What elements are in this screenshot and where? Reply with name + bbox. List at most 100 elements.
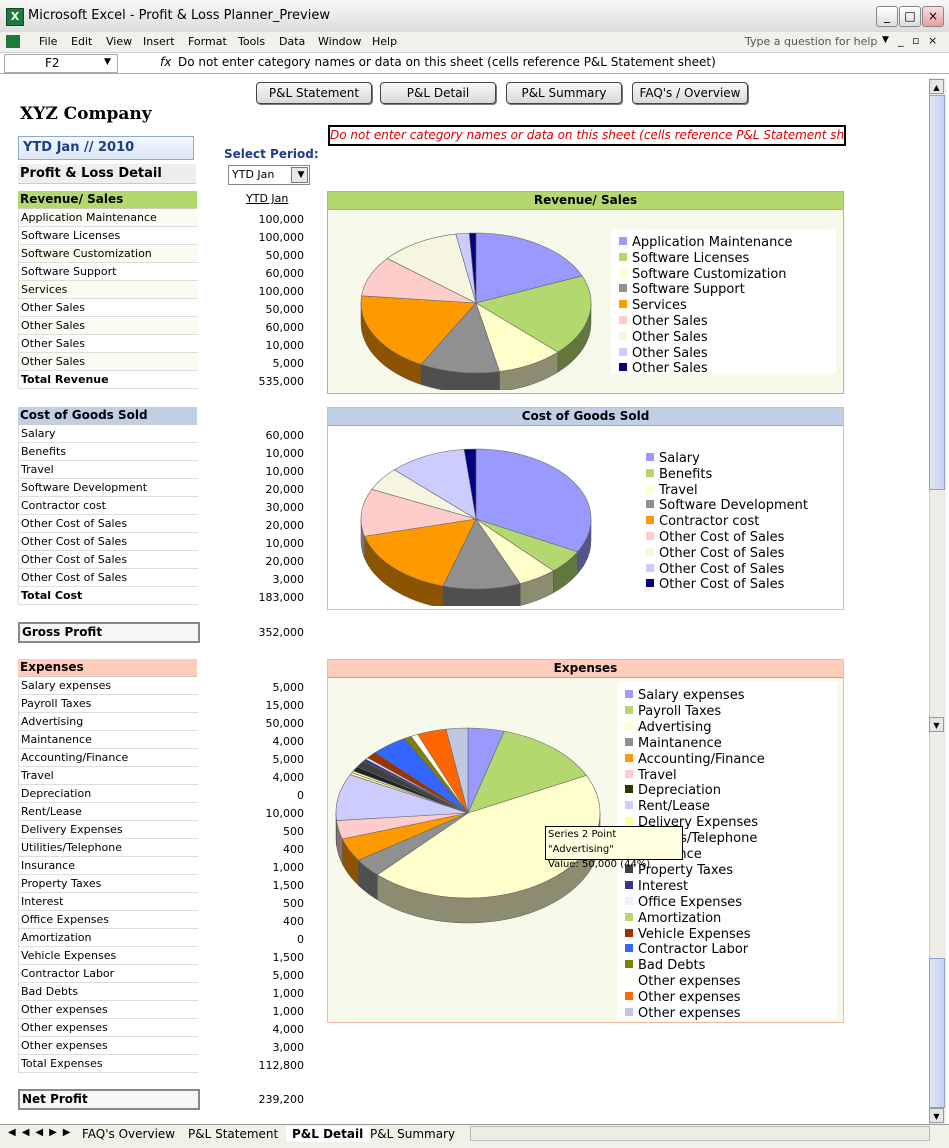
vertical-scroll-thumb-lower[interactable] <box>929 958 945 1108</box>
expense-total-value[interactable]: 112,800 <box>258 1059 305 1072</box>
expense-row-label[interactable]: Other expenses <box>18 1037 198 1055</box>
workbook-icon[interactable] <box>6 35 20 48</box>
net-profit-label[interactable]: Net Profit <box>18 1089 200 1110</box>
expense-row-value[interactable]: 500 <box>283 897 304 910</box>
cogs-row-value[interactable]: 3,000 <box>272 573 305 586</box>
expense-row-value[interactable]: 1,000 <box>272 861 305 874</box>
expense-row-label[interactable]: Other expenses <box>18 1019 198 1037</box>
revenue-row-value[interactable]: 100,000 <box>258 231 305 244</box>
revenue-total-label[interactable]: Total Revenue <box>18 371 198 389</box>
revenue-row-label[interactable]: Software Licenses <box>18 227 198 245</box>
legend-entry[interactable]: Travel <box>625 768 677 783</box>
menu-tools[interactable]: Tools <box>238 35 266 48</box>
tab-pl-statement[interactable]: P&L Statement <box>188 1127 279 1141</box>
expense-row-label[interactable]: Delivery Expenses <box>18 821 198 839</box>
menu-insert[interactable]: Insert <box>143 35 175 48</box>
expense-row-label[interactable]: Vehicle Expenses <box>18 947 198 965</box>
expense-row-value[interactable]: 500 <box>283 825 304 838</box>
pie-slice[interactable] <box>468 232 477 304</box>
function-icon[interactable]: fx <box>160 55 172 69</box>
chevron-down-icon[interactable]: ▼ <box>291 167 308 183</box>
scroll-up-icon[interactable]: ▲ <box>929 79 944 94</box>
expense-row-value[interactable]: 5,000 <box>272 753 305 766</box>
legend-entry[interactable]: Other Cost of Sales <box>646 546 784 561</box>
legend-entry[interactable]: Other Sales <box>619 361 708 376</box>
legend-entry[interactable]: Other Cost of Sales <box>646 577 784 592</box>
faq-overview-button[interactable]: FAQ's / Overview <box>632 82 748 104</box>
ask-question-box[interactable]: Type a question for help <box>745 35 878 48</box>
legend-entry[interactable]: Other Sales <box>619 314 708 329</box>
expense-row-label[interactable]: Bad Debts <box>18 983 198 1001</box>
maximize-button[interactable]: □ <box>899 6 921 27</box>
revenue-row-label[interactable]: Software Customization <box>18 245 198 263</box>
name-box[interactable]: F2 <box>4 54 118 73</box>
legend-entry[interactable]: Application Maintenance <box>619 235 793 250</box>
expense-row-value[interactable]: 50,000 <box>265 717 305 730</box>
warning-note[interactable]: Do not enter category names or data on t… <box>328 125 846 146</box>
legend-entry[interactable]: Other expenses <box>625 1006 741 1021</box>
legend-entry[interactable]: Software Licenses <box>619 251 749 266</box>
expense-total-label[interactable]: Total Expenses <box>18 1055 198 1073</box>
legend-entry[interactable]: Property Taxes <box>625 863 733 878</box>
menu-format[interactable]: Format <box>188 35 227 48</box>
close-button[interactable]: × <box>922 6 944 27</box>
cogs-row-label[interactable]: Other Cost of Sales <box>18 569 198 587</box>
menu-data[interactable]: Data <box>279 35 306 48</box>
cogs-total-label[interactable]: Total Cost <box>18 587 198 605</box>
cogs-row-label[interactable]: Software Development <box>18 479 198 497</box>
expense-row-value[interactable]: 0 <box>297 789 304 802</box>
cogs-header[interactable]: Cost of Goods Sold <box>18 407 197 425</box>
legend-entry[interactable]: Other Cost of Sales <box>646 530 784 545</box>
cogs-row-label[interactable]: Salary <box>18 425 198 443</box>
minimize-button[interactable]: _ <box>876 6 898 27</box>
expense-row-label[interactable]: Advertising <box>18 713 198 731</box>
tab-pl-summary[interactable]: P&L Summary <box>370 1127 456 1141</box>
legend-entry[interactable]: Salary expenses <box>625 688 744 703</box>
cogs-row-value[interactable]: 20,000 <box>265 483 305 496</box>
menu-window[interactable]: Window <box>318 35 362 48</box>
expense-row-value[interactable]: 4,000 <box>272 735 305 748</box>
legend-entry[interactable]: Maintanence <box>625 736 722 751</box>
legend-entry[interactable]: Other expenses <box>625 990 741 1005</box>
cogs-row-value[interactable]: 60,000 <box>265 429 305 442</box>
legend-entry[interactable]: Other Sales <box>619 330 708 345</box>
legend-entry[interactable]: Other expenses <box>625 974 741 989</box>
revenue-row-label[interactable]: Software Support <box>18 263 198 281</box>
vertical-scroll-thumb[interactable] <box>929 95 945 490</box>
pl-detail-button[interactable]: P&L Detail <box>380 82 496 104</box>
pie-slice[interactable] <box>364 518 477 587</box>
expense-row-label[interactable]: Contractor Labor <box>18 965 198 983</box>
pie-slice[interactable] <box>475 448 592 553</box>
expense-row-value[interactable]: 400 <box>283 843 304 856</box>
excel-app-icon[interactable]: X <box>6 8 24 26</box>
tab-faq-overview[interactable]: FAQ's Overview <box>82 1127 176 1141</box>
gross-profit-value[interactable]: 352,000 <box>258 626 305 639</box>
chart-legend[interactable]: Application Maintenance Software Licenses… <box>611 229 836 376</box>
pie-slice[interactable] <box>442 518 521 590</box>
legend-entry[interactable]: Software Customization <box>619 267 787 282</box>
expense-row-label[interactable]: Accounting/Finance <box>18 749 198 767</box>
legend-entry[interactable]: Advertising <box>625 720 712 735</box>
cogs-total-value[interactable]: 183,000 <box>258 591 305 604</box>
expense-row-value[interactable]: 5,000 <box>272 681 305 694</box>
cogs-row-value[interactable]: 20,000 <box>265 519 305 532</box>
expense-row-value[interactable]: 4,000 <box>272 1023 305 1036</box>
pie-slice[interactable] <box>393 449 477 520</box>
cogs-row-label[interactable]: Benefits <box>18 443 198 461</box>
expense-row-label[interactable]: Rent/Lease <box>18 803 198 821</box>
revenue-row-label[interactable]: Other Sales <box>18 299 198 317</box>
revenue-row-value[interactable]: 60,000 <box>265 267 305 280</box>
cogs-row-label[interactable]: Other Cost of Sales <box>18 533 198 551</box>
doc-close-icon[interactable]: × <box>928 34 938 47</box>
section-title[interactable]: Profit & Loss Detail <box>18 164 196 184</box>
formula-input[interactable]: Do not enter category names or data on t… <box>178 55 716 69</box>
legend-entry[interactable]: Depreciation <box>625 783 721 798</box>
expense-row-value[interactable]: 5,000 <box>272 969 305 982</box>
legend-entry[interactable]: Contractor cost <box>646 514 759 529</box>
revenue-row-value[interactable]: 50,000 <box>265 303 305 316</box>
menu-edit[interactable]: Edit <box>71 35 93 48</box>
period-display[interactable]: YTD Jan // 2010 <box>18 136 194 160</box>
menu-view[interactable]: View <box>106 35 133 48</box>
legend-entry[interactable]: Software Support <box>619 282 745 297</box>
cogs-row-value[interactable]: 30,000 <box>265 501 305 514</box>
